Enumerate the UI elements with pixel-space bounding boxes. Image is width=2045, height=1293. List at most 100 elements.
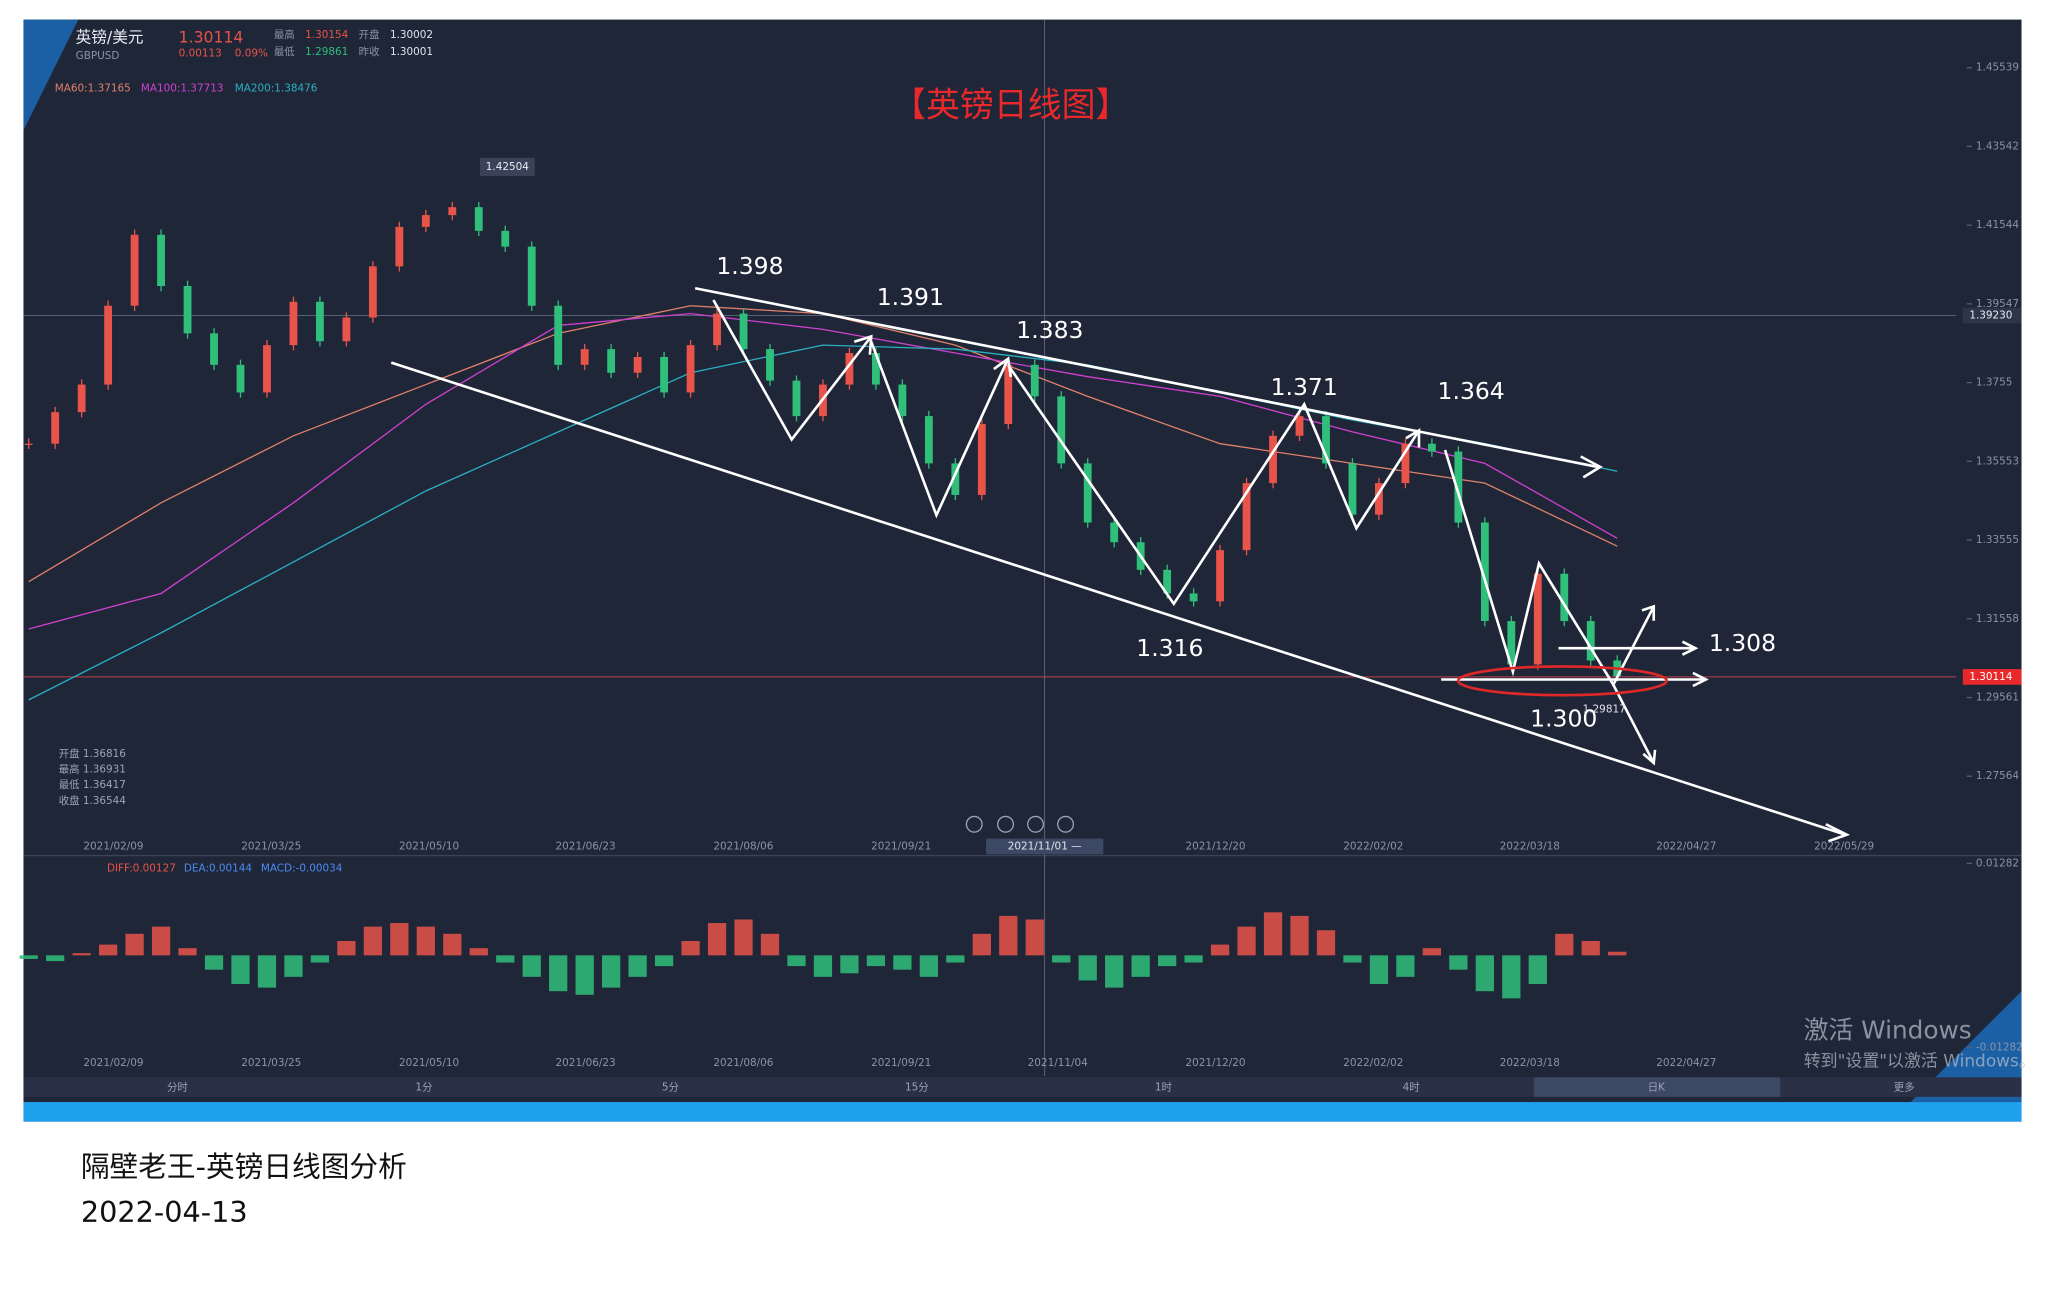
candle [1189,593,1198,602]
candle [210,333,218,365]
stat-label: 昨收 [359,45,380,58]
tab[interactable]: 日K [1648,1082,1666,1094]
stat-value: 1.29861 [305,46,348,58]
price-tag: 1.30114 [1969,671,2012,683]
y-tick-label: 1.27564 [1976,770,2019,782]
candle [368,266,377,318]
candle [316,301,324,342]
candle [1057,396,1066,464]
candle [898,384,907,417]
macd-bar [1263,912,1283,956]
stat-value: 1.30002 [390,29,433,41]
zoom-buttons [965,815,1075,833]
macd-bar [522,955,541,977]
x-tick-label: 2021/03/25 [241,1057,301,1069]
symbol: 英镑/美元 [76,27,144,46]
tab[interactable]: 15分 [905,1082,929,1094]
candle [1480,522,1489,622]
candle [713,313,721,346]
x-tick-label: 2021/02/09 [83,1057,143,1069]
stat-label: 最低 [274,45,295,58]
macd-bar [443,933,462,956]
ohlc: 开盘 1.36816 [59,747,126,760]
macd-bar [1237,926,1256,956]
x-tick-label: 2022/04/27 [1656,1057,1716,1069]
macd-bar [496,955,515,963]
macd-bar [337,940,356,956]
tab-bar [23,1077,2022,1097]
candle [104,305,113,385]
macd-bar [416,926,435,956]
candle [1507,621,1516,665]
x-tick-label: 2021/08/06 [713,840,773,852]
tab[interactable]: 5分 [662,1082,679,1094]
macd-bar [310,955,330,963]
macd-legend: DIFF:0.00127 [107,863,176,875]
x-tick-label: 2022/03/18 [1500,840,1560,852]
date-highlight [985,838,1104,855]
macd-bar [19,955,38,959]
ma-legend: MA100:1.37713 [141,83,224,95]
candle [1110,522,1119,543]
x-tick-label: 2022/05/29 [1814,840,1874,852]
macd-bar [1131,955,1150,977]
candle [924,416,933,464]
price-tag [1962,307,2022,324]
candle [1454,451,1463,523]
tab[interactable]: 1分 [415,1082,432,1094]
candle [24,443,33,445]
macd-bar [893,955,912,970]
ma-legend: MA60:1.37165 [55,83,131,95]
macd-bar [1343,955,1362,963]
macd-bar [760,933,780,956]
tab[interactable]: 4时 [1403,1082,1421,1094]
price-tag [1962,669,2022,685]
y-tick-label: 0.01282 [1976,857,2019,869]
candle [1401,443,1410,484]
x-tick-label: 2021/06/23 [556,840,616,852]
macd-bar [707,923,727,956]
annotation: 1.383 [1016,316,1083,344]
candle [1295,416,1304,436]
pct: 0.09% [235,47,268,59]
x-tick-label: 2022/03/18 [1500,1057,1560,1069]
macd-bar [1502,955,1521,999]
ohlc: 收盘 1.36544 [59,794,127,807]
y-tick-label: 1.45539 [1976,62,2019,74]
x-tick-label: 2021/05/10 [399,840,459,852]
macd-bar [549,955,568,992]
candle [342,317,351,342]
macd-bar [602,955,621,988]
macd-bar [390,923,409,956]
code: GBPUSD [76,50,120,62]
x-tick-label: 2021/03/25 [241,840,301,852]
macd-bar [284,955,303,977]
candle [77,384,86,413]
ma-legend: MA200:1.38476 [235,83,318,95]
tab[interactable]: 1时 [1155,1082,1173,1094]
macd-bar [257,955,277,988]
x-tick-label: 2021/06/23 [556,1057,616,1069]
candle [157,234,165,287]
macd-bar [1105,955,1124,988]
tab[interactable]: 分时 [167,1082,188,1094]
macd-legend: MACD:-0.00034 [261,863,343,875]
x-tick-label: 2021/09/21 [871,1057,931,1069]
macd-bar [1078,955,1097,981]
macd-bar [840,955,859,974]
tab[interactable]: 更多 [1894,1081,1915,1094]
candle [130,234,139,306]
caption-date: 2022-04-13 [81,1195,248,1229]
macd-bar [787,955,806,967]
macd-bar [125,933,144,956]
ma-line [28,312,1618,630]
tag-bg [479,157,535,177]
tab-active [1533,1077,1781,1097]
candle [951,463,960,495]
y-tick-label: 1.33555 [1976,534,2019,546]
candle [1004,364,1013,424]
candle [686,345,695,393]
macd-bar [1316,930,1336,956]
candle [448,207,457,216]
macd-bar [1158,955,1177,967]
